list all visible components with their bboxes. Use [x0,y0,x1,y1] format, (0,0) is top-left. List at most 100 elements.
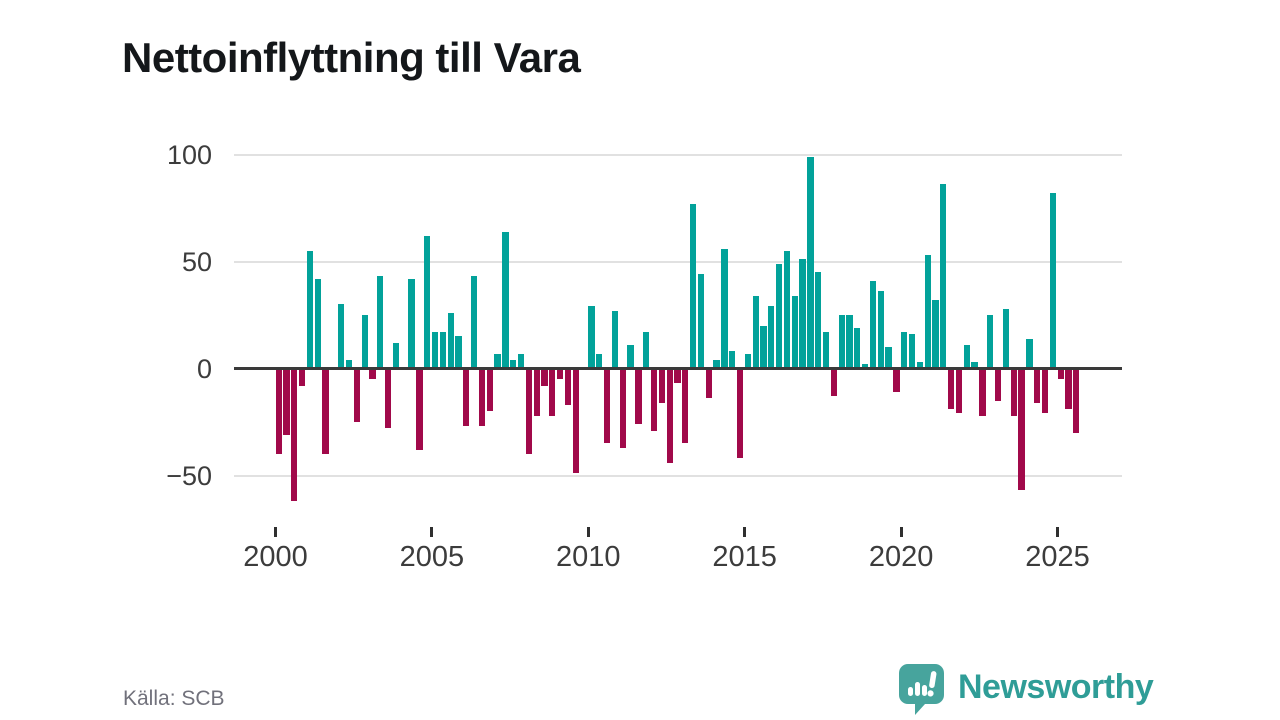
bar-2005Q2 [439,332,447,369]
bar-2023Q2 [1002,308,1010,369]
bar-2011Q3 [635,368,642,425]
bar-2002Q2 [345,359,353,369]
bar-2006Q1 [463,368,470,427]
bar-2012Q4 [674,368,681,384]
bar-2006Q3 [478,368,486,427]
bar-2016Q4 [799,259,806,369]
bar-2013Q3 [697,274,705,369]
bar-2019Q2 [877,291,884,369]
bar-2021Q2 [940,184,947,369]
bar-2000Q2 [283,368,290,435]
bar-2004Q4 [424,235,431,369]
bar-2018Q1 [838,315,845,369]
x-axis-tick-label: 2010 [556,541,621,573]
x-axis-tick [274,527,277,537]
bar-2013Q1 [682,368,689,444]
bar-2025Q3 [1073,368,1080,433]
bar-2016Q1 [775,263,783,369]
bar-2015Q3 [760,325,767,369]
bar-2015Q4 [768,306,775,369]
bar-2024Q1 [1026,338,1033,369]
bar-2023Q3 [1010,368,1017,416]
bar-2025Q2 [1065,368,1072,410]
bar-2003Q2 [377,276,384,369]
bar-2008Q2 [533,368,540,416]
bar-2024Q4 [1049,193,1056,369]
bar-2023Q1 [994,368,1002,401]
bar-2024Q3 [1041,368,1049,414]
bar-2007Q2 [502,231,509,369]
bar-2013Q4 [705,368,712,399]
newsworthy-logo-text: Newsworthy [958,668,1154,706]
bar-2003Q4 [392,342,400,369]
x-axis-tick-label: 2020 [868,541,934,573]
bar-2010Q2 [596,353,603,369]
bar-2022Q2 [971,362,978,369]
bar-2010Q3 [603,368,611,444]
bar-2007Q4 [517,353,525,369]
bar-2007Q3 [510,359,517,369]
bar-2005Q1 [431,332,439,369]
x-axis-tick-label: 2015 [712,541,777,573]
bar-2010Q4 [611,310,619,369]
bar-2022Q4 [987,315,994,369]
source-text: Källa: SCB [123,687,225,710]
x-axis-tick-label: 2025 [1025,541,1090,573]
bar-2000Q1 [275,368,282,455]
bar-2017Q1 [807,156,814,369]
bar-2005Q4 [455,336,462,369]
newsworthy-logo: Newsworthy [898,663,1154,716]
x-axis-tick [743,527,747,537]
bar-2004Q3 [416,368,423,450]
bar-2005Q3 [447,312,454,369]
bar-2000Q3 [291,368,298,502]
bar-2022Q3 [979,368,986,416]
zero-axis-line [234,366,1122,371]
gridline-y50 [234,260,1122,263]
bar-2018Q2 [846,315,853,369]
bar-2002Q1 [338,304,345,369]
x-axis-tick [899,527,903,537]
bar-2018Q4 [862,364,869,369]
bar-2001Q3 [322,368,329,455]
bar-2008Q1 [525,368,533,455]
bar-2017Q3 [822,332,830,369]
bar-2011Q2 [627,344,634,369]
newsworthy-bubble-chart-icon [899,664,944,715]
bar-2001Q1 [306,250,314,369]
bar-2011Q4 [643,332,650,369]
bar-2012Q3 [666,368,673,463]
y-axis-tick-label: 0 [196,353,212,384]
bar-2019Q4 [893,368,900,393]
bar-2013Q2 [689,203,697,369]
x-axis-tick [1056,527,1059,537]
bar-2020Q1 [901,332,908,369]
bar-2015Q1 [744,353,751,369]
bar-2009Q3 [572,368,579,474]
x-axis-tick-label: 2000 [243,541,308,573]
bar-2007Q1 [494,353,501,369]
y-axis-tick-label: 50 [181,246,212,277]
bar-2014Q2 [721,248,728,369]
bar-2025Q1 [1057,368,1064,380]
y-axis-tick-label: −50 [166,460,212,491]
bar-2001Q2 [314,278,321,369]
bar-2020Q4 [924,255,931,369]
gridline-y100 [234,153,1122,156]
x-axis-tick-label: 2005 [399,541,465,573]
chart-title: Nettoinflyttning till Vara [122,34,581,82]
bar-2015Q2 [752,295,759,369]
bar-2008Q3 [541,368,548,386]
bar-2017Q2 [815,272,822,369]
bar-2014Q4 [736,368,744,459]
bar-2021Q3 [948,368,955,410]
bar-2006Q4 [486,368,493,412]
bar-2009Q2 [564,368,572,405]
bar-2021Q1 [932,300,939,369]
bar-2012Q1 [650,368,658,431]
bar-2006Q2 [471,276,478,369]
bar-2009Q1 [557,368,564,380]
bar-2021Q4 [955,368,963,414]
bar-2019Q3 [885,347,892,369]
